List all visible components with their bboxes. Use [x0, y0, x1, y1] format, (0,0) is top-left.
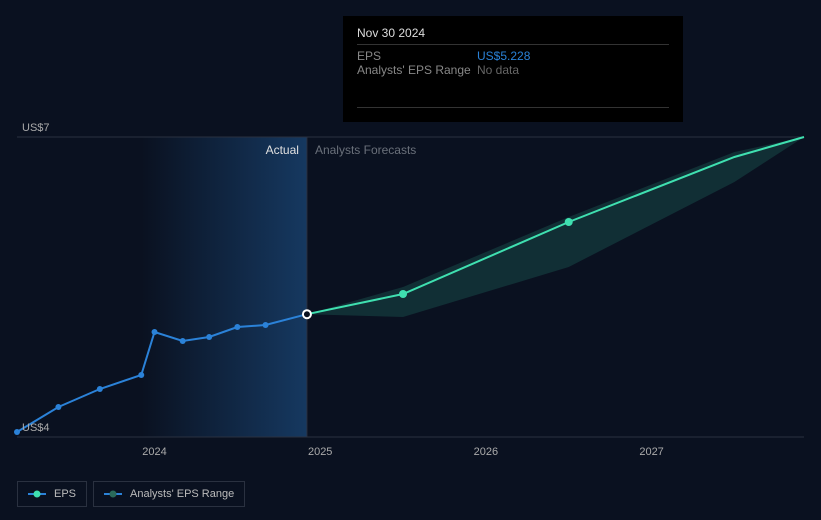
- svg-text:2024: 2024: [142, 446, 166, 458]
- tooltip-divider: [357, 44, 669, 45]
- svg-text:Actual: Actual: [266, 143, 299, 157]
- legend-label: Analysts' EPS Range: [130, 488, 234, 500]
- tooltip-divider: [357, 107, 669, 108]
- chart-tooltip: Nov 30 2024 EPS US$5.228 Analysts' EPS R…: [343, 16, 683, 122]
- svg-text:Analysts Forecasts: Analysts Forecasts: [315, 143, 416, 157]
- svg-text:2027: 2027: [639, 446, 663, 458]
- legend-dot-icon: [34, 491, 41, 498]
- legend-item-range[interactable]: Analysts' EPS Range: [93, 481, 245, 507]
- tooltip-row-eps: EPS US$5.228: [357, 49, 669, 63]
- svg-text:US$4: US$4: [22, 422, 50, 434]
- legend-dot-icon: [110, 491, 117, 498]
- svg-text:2026: 2026: [474, 446, 498, 458]
- svg-text:US$7: US$7: [22, 122, 50, 134]
- legend-label: EPS: [54, 488, 76, 500]
- tooltip-date: Nov 30 2024: [357, 26, 669, 40]
- svg-text:2025: 2025: [308, 446, 332, 458]
- tooltip-value: US$5.228: [477, 49, 530, 63]
- legend-swatch-icon: [104, 490, 122, 498]
- legend-item-eps[interactable]: EPS: [17, 481, 87, 507]
- tooltip-value: No data: [477, 63, 519, 77]
- tooltip-label: EPS: [357, 49, 477, 63]
- eps-chart: US$7 US$4 2024 2025 2026 2027 Actual Analysts F…: [0, 0, 821, 520]
- tooltip-row-range: Analysts' EPS Range No data: [357, 63, 669, 77]
- tooltip-label: Analysts' EPS Range: [357, 63, 477, 77]
- chart-legend: EPS Analysts' EPS Range: [17, 481, 245, 507]
- legend-swatch-icon: [28, 490, 46, 498]
